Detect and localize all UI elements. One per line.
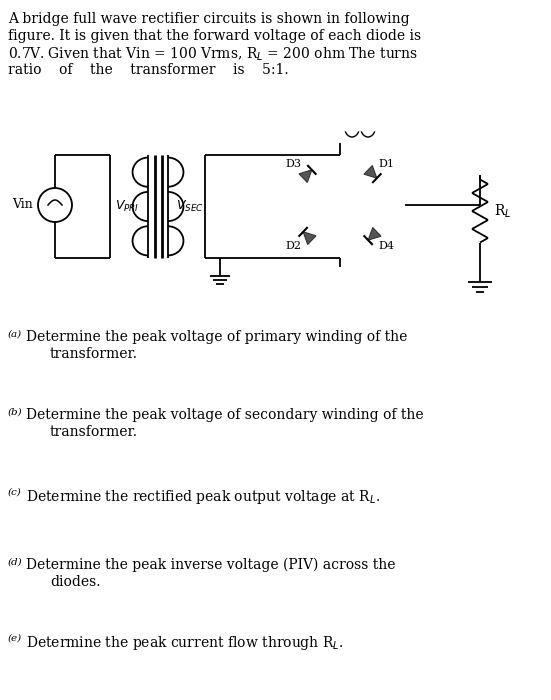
Text: $V_{SEC}$: $V_{SEC}$ xyxy=(176,199,203,214)
Text: A bridge full wave rectifier circuits is shown in following: A bridge full wave rectifier circuits is… xyxy=(8,12,409,26)
Text: transformer.: transformer. xyxy=(50,425,138,439)
Text: Determine the rectified peak output voltage at R$_L$.: Determine the rectified peak output volt… xyxy=(26,488,380,506)
Polygon shape xyxy=(368,228,381,240)
Text: D4: D4 xyxy=(379,241,395,251)
Polygon shape xyxy=(303,232,316,244)
Text: Determine the peak current flow through R$_L$.: Determine the peak current flow through … xyxy=(26,634,344,652)
Polygon shape xyxy=(299,170,312,183)
Text: (a): (a) xyxy=(8,330,22,339)
Text: (e): (e) xyxy=(8,634,22,643)
Text: D3: D3 xyxy=(285,159,301,169)
Polygon shape xyxy=(364,165,377,178)
Text: diodes.: diodes. xyxy=(50,575,100,589)
Text: Determine the peak voltage of primary winding of the: Determine the peak voltage of primary wi… xyxy=(26,330,407,344)
Text: (c): (c) xyxy=(8,488,21,497)
Text: D2: D2 xyxy=(285,241,301,251)
Text: (b): (b) xyxy=(8,408,23,417)
Text: D1: D1 xyxy=(379,159,395,169)
Text: R$_L$: R$_L$ xyxy=(494,202,511,220)
Text: ratio    of    the    transformer    is    5:1.: ratio of the transformer is 5:1. xyxy=(8,63,289,77)
Text: Vin: Vin xyxy=(12,199,33,211)
Text: (d): (d) xyxy=(8,558,23,567)
Text: $V_{PRI}$: $V_{PRI}$ xyxy=(115,199,139,214)
Text: Determine the peak voltage of secondary winding of the: Determine the peak voltage of secondary … xyxy=(26,408,424,422)
Text: 0.7V. Given that Vin = 100 Vrms, R$_L$ = 200 ohm The turns: 0.7V. Given that Vin = 100 Vrms, R$_L$ =… xyxy=(8,46,418,64)
Text: figure. It is given that the forward voltage of each diode is: figure. It is given that the forward vol… xyxy=(8,29,421,43)
Text: transformer.: transformer. xyxy=(50,347,138,361)
Text: Determine the peak inverse voltage (PIV) across the: Determine the peak inverse voltage (PIV)… xyxy=(26,558,396,573)
